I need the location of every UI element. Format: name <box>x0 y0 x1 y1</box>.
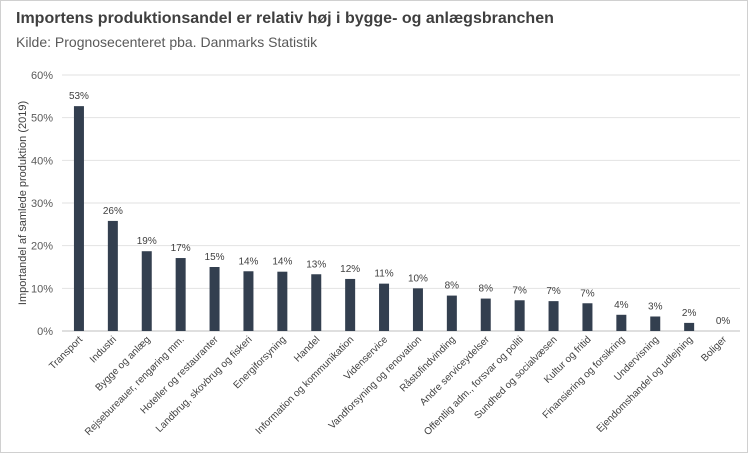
y-axis-ticks: 0% 10% 20% 30% 40% 50% 60% <box>31 70 53 338</box>
data-label: 15% <box>205 252 225 263</box>
data-label: 14% <box>238 256 258 267</box>
bar <box>345 278 356 331</box>
category-label: Industri <box>88 334 119 365</box>
y-tick-label: 40% <box>31 155 53 167</box>
category-label: Handel <box>292 334 322 364</box>
bar <box>209 267 220 331</box>
bar <box>650 316 661 331</box>
chart-title: Importens produktionsandel er relativ hø… <box>16 10 554 27</box>
category-label: Boliger <box>699 334 729 364</box>
data-labels: 53% 26% 19% 17% 15% 14% 14% 13% 12% 11% 10% 8% 8% 7% 7… <box>69 91 730 327</box>
y-axis-label: Importandel af samlede produktion (2019) <box>17 101 29 305</box>
bars <box>73 106 695 331</box>
data-label: 8% <box>479 284 494 295</box>
bar <box>446 295 457 331</box>
y-tick-label: 0% <box>37 326 53 338</box>
y-tick-label: 10% <box>31 283 53 295</box>
bar <box>514 300 525 331</box>
bar <box>277 271 288 331</box>
data-label: 7% <box>512 285 527 296</box>
data-label: 3% <box>648 301 663 312</box>
data-label: 19% <box>137 236 157 247</box>
category-label: Transport <box>47 334 85 372</box>
bar <box>379 283 390 331</box>
bar <box>412 288 423 331</box>
data-label: 8% <box>445 281 460 292</box>
data-label: 26% <box>103 206 123 217</box>
data-label: 2% <box>682 308 697 319</box>
bar <box>311 274 322 331</box>
bar <box>616 314 627 331</box>
data-label: 12% <box>340 264 360 275</box>
data-label: 0% <box>716 316 731 327</box>
data-label: 4% <box>614 300 629 311</box>
y-tick-label: 20% <box>31 241 53 253</box>
data-label: 17% <box>171 243 191 254</box>
y-tick-label: 30% <box>31 198 53 210</box>
bar <box>582 303 593 331</box>
y-tick-label: 60% <box>31 70 53 82</box>
chart-subtitle: Kilde: Prognosecenteret pba. Danmarks St… <box>16 34 318 50</box>
data-label: 11% <box>374 269 393 280</box>
gridlines <box>62 74 740 332</box>
bar <box>684 322 695 331</box>
data-label: 53% <box>69 91 89 102</box>
data-label: 7% <box>546 286 561 297</box>
bar <box>141 251 152 331</box>
data-label: 14% <box>272 257 292 268</box>
bar <box>480 298 491 331</box>
bar <box>548 301 559 331</box>
bar <box>175 258 186 331</box>
bar <box>73 106 84 331</box>
y-tick-label: 50% <box>31 113 53 125</box>
bar <box>107 220 118 331</box>
category-label: Råstofindvinding <box>397 334 458 395</box>
data-label: 7% <box>580 288 595 299</box>
data-label: 13% <box>306 259 326 270</box>
data-label: 10% <box>408 273 428 284</box>
bar <box>243 271 254 331</box>
